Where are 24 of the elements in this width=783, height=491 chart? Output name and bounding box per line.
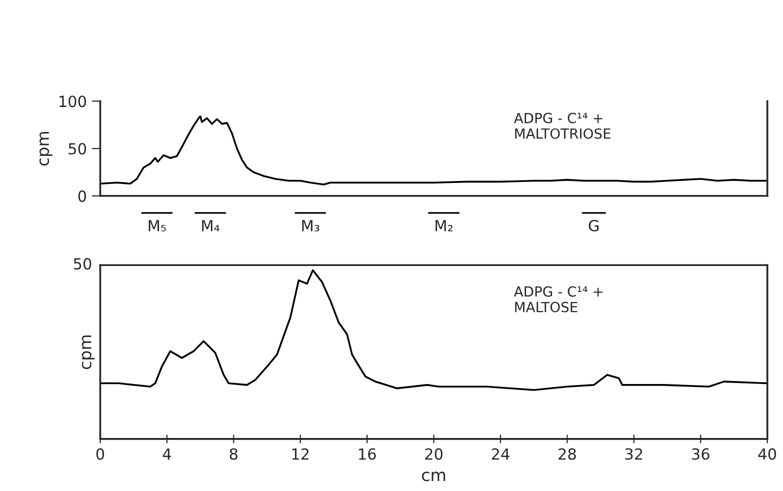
x-tick-label: 8 [230,448,238,460]
text: G [588,220,599,232]
x-tick-label: 32 [625,448,642,460]
x-tick-label: 36 [692,448,710,460]
x-tick-label: 20 [425,448,442,460]
annotation: ADPG - C¹⁴ + MALTOSE [514,286,602,312]
text: M₃ [302,220,320,232]
y-tick-label: 50 [68,142,86,155]
x-tick-label: 16 [359,448,376,460]
x-tick-label: 12 [292,448,309,460]
x-axis-title: cm [422,472,446,482]
text: M₄ [202,220,220,232]
x-tick-label: 4 [162,448,171,460]
y-axis-title: cpm [82,335,95,370]
y-tick-label: 0 [78,190,86,202]
y-tick-label: 100 [60,96,86,108]
x-tick-label: 40 [758,448,776,460]
text: M₅ [148,220,166,232]
text: M₂ [436,220,452,232]
y-axis-title: cpm [40,132,52,166]
x-tick-label: 0 [96,448,104,460]
annotation: ADPG - C¹⁴ + MALTOTRIOSE [514,112,610,139]
x-tick-label: 24 [492,448,510,460]
x-tick-label: 28 [558,448,576,460]
